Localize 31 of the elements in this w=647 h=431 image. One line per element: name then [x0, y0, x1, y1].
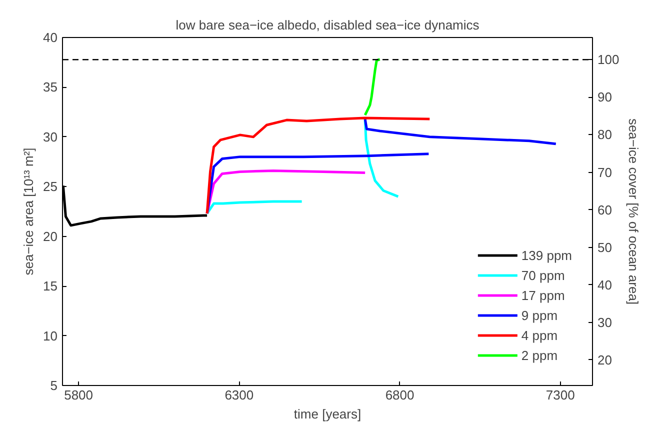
x-tick-label: 5800: [64, 388, 94, 402]
y-tick-label: 35: [43, 80, 58, 95]
legend-label: 4 ppm: [521, 328, 558, 342]
y2-tick-label: 50: [598, 240, 612, 255]
y2-tick-label: 60: [598, 202, 612, 218]
y2-tick-label: 90: [598, 90, 612, 105]
chart-title: low bare sea−ice albedo, disabled sea−ice dynamics: [176, 18, 480, 32]
y2-tick-label: 40: [598, 277, 612, 292]
x-tick-label: 6800: [385, 388, 414, 402]
x-tick-label: 6300: [224, 388, 254, 402]
x-axis-title: time [years]: [294, 406, 362, 422]
y2-axis-title: sea−ice cover [% of ocean area]: [626, 118, 642, 305]
y-tick-label: 10: [43, 328, 58, 344]
legend-label: 9 ppm: [521, 308, 558, 322]
y-axis-title: sea−ice area [10¹³ m²]: [21, 148, 36, 276]
y2-tick-label: 70: [598, 164, 612, 180]
y2-tick-label: 30: [598, 314, 612, 330]
y2-tick-label: 20: [598, 352, 612, 368]
legend-label: 2 ppm: [521, 348, 558, 362]
y2-tick-label: 100: [598, 52, 620, 68]
legend-label: 139 ppm: [521, 248, 572, 262]
y-tick-label: 15: [43, 278, 58, 294]
y-tick-label: 20: [43, 228, 58, 244]
x-tick-label: 7300: [546, 388, 575, 402]
y-tick-label: 40: [43, 30, 58, 45]
y-tick-label: 30: [43, 129, 58, 144]
y-tick-label: 5: [50, 378, 58, 393]
y-tick-label: 25: [43, 179, 58, 194]
y2-tick-label: 80: [598, 127, 612, 142]
legend-label: 17 ppm: [521, 288, 565, 302]
legend-label: 70 ppm: [521, 268, 565, 282]
